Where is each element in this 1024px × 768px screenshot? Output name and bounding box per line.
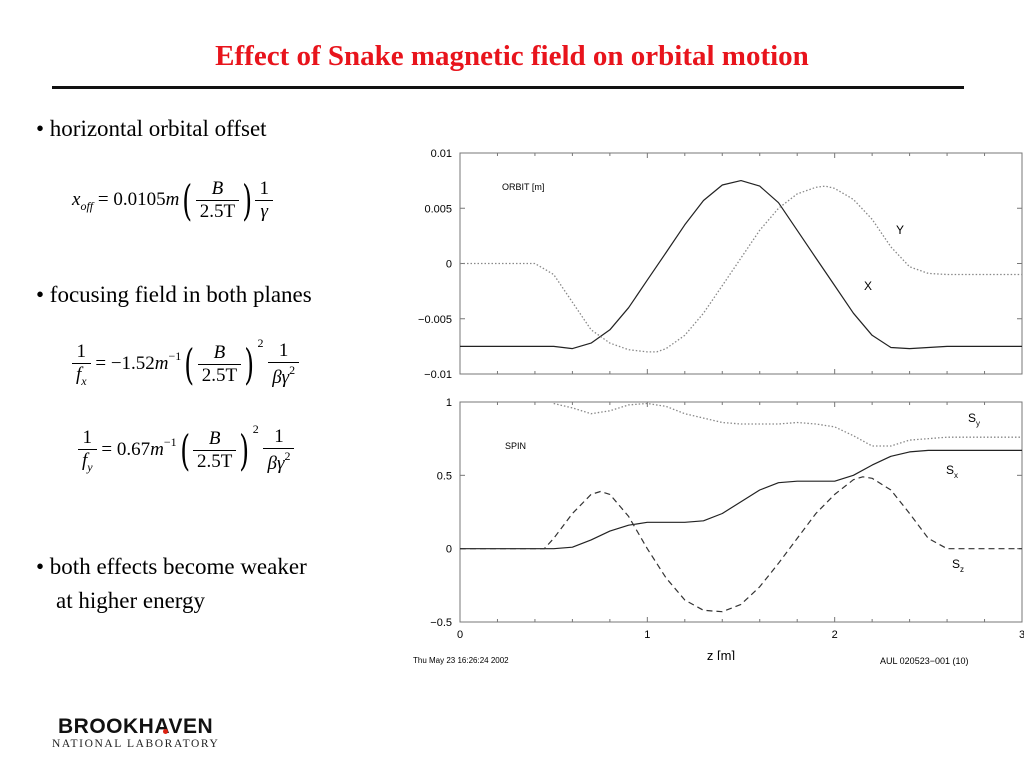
y-tick-label: −0.005 bbox=[418, 314, 452, 326]
tail-den: βγ bbox=[267, 453, 285, 475]
x-tick-label: 1 bbox=[644, 629, 650, 641]
paren-close: ) bbox=[242, 176, 253, 225]
bullet-weaker-effects: • both effects become weaker bbox=[36, 554, 307, 579]
logo-brookhaven: BROOKHAVEN bbox=[58, 715, 214, 738]
y-tick-label: 0.005 bbox=[424, 203, 452, 215]
logo-national-laboratory: NATIONAL LABORATORY bbox=[52, 738, 220, 750]
tail-exp: 2 bbox=[289, 363, 296, 378]
lhs-sub: x bbox=[81, 373, 87, 388]
tail-exp: 2 bbox=[284, 449, 291, 464]
formula-tail-fraction: 1 βγ2 bbox=[268, 340, 300, 389]
unit-exp: −1 bbox=[168, 349, 182, 363]
x-axis-label: z [m] bbox=[707, 648, 735, 660]
plot-id: AUL 020523−001 (10) bbox=[880, 656, 969, 666]
tail-den: βγ bbox=[272, 367, 290, 389]
frac-num: B bbox=[197, 342, 242, 366]
frac-den: 2.5T bbox=[199, 201, 236, 222]
unit-exp: −1 bbox=[163, 435, 177, 449]
x-tick-label: 2 bbox=[832, 629, 838, 641]
frac-den: 2.5T bbox=[201, 365, 238, 387]
frac-num: B bbox=[192, 428, 237, 452]
series-label-sx: Sx bbox=[946, 463, 958, 480]
power: 2 bbox=[257, 336, 264, 350]
series-label-x: X bbox=[864, 279, 872, 293]
y-tick-label: 0.5 bbox=[437, 470, 452, 482]
frac-num: B bbox=[195, 178, 240, 201]
series-line-sz bbox=[460, 476, 1022, 613]
series-label-y: Y bbox=[896, 223, 904, 237]
paren-open: ( bbox=[184, 340, 195, 390]
formula-fy: 1 fy = 0.67m−1(B 2.5T) 2 1 βγ2 bbox=[78, 422, 295, 476]
formula-eq: = 0.0105 bbox=[97, 188, 166, 210]
formula-sub: off bbox=[80, 198, 94, 213]
series-line-sy bbox=[553, 402, 1022, 447]
formula-fraction: B 2.5T bbox=[197, 342, 242, 387]
lhs-den: f bbox=[76, 363, 82, 385]
y-tick-label: 1 bbox=[446, 397, 452, 409]
frac-den: 2.5T bbox=[196, 451, 233, 473]
series-label-sy: Sy bbox=[968, 411, 980, 428]
tail-den: γ bbox=[260, 201, 268, 222]
power: 2 bbox=[252, 422, 259, 436]
slide-title: Effect of Snake magnetic field on orbita… bbox=[215, 40, 809, 72]
panel-label: SPIN bbox=[505, 441, 526, 451]
x-tick-label: 0 bbox=[457, 629, 463, 641]
series-line-y bbox=[460, 185, 1022, 353]
formula-fraction: B 2.5T bbox=[195, 178, 240, 223]
lhs-sub: y bbox=[87, 459, 93, 474]
lhs-fraction: 1 fy bbox=[78, 427, 97, 475]
paren-open: ( bbox=[182, 176, 193, 225]
lhs-fraction: 1 fx bbox=[72, 341, 91, 389]
formula-tail-fraction: 1 βγ2 bbox=[263, 426, 295, 475]
lhs-den: f bbox=[82, 449, 88, 471]
bullet-weaker-effects-cont: at higher energy bbox=[56, 588, 206, 613]
tail-num: 1 bbox=[268, 340, 300, 364]
y-tick-label: 0 bbox=[446, 544, 452, 556]
formula-eq: = −1.52 bbox=[95, 353, 155, 374]
title-divider bbox=[52, 86, 964, 89]
formula-unit: m bbox=[150, 439, 164, 460]
tail-num: 1 bbox=[255, 178, 273, 201]
formula-unit: m bbox=[165, 188, 180, 210]
paren-close: ) bbox=[244, 340, 255, 390]
plot-frame-1 bbox=[459, 401, 1023, 623]
formula-x-offset: xoff = 0.0105m(B 2.5T) 1 γ bbox=[72, 176, 273, 225]
formula-unit: m bbox=[154, 353, 169, 374]
bullet-horizontal-offset: • horizontal orbital offset bbox=[36, 116, 267, 141]
panel-label: ORBIT [m] bbox=[502, 182, 544, 192]
formula-eq: = 0.67 bbox=[101, 439, 151, 460]
lhs-num: 1 bbox=[72, 341, 91, 364]
formula-fx: 1 fx = −1.52m−1(B 2.5T) 2 1 βγ2 bbox=[72, 336, 300, 390]
series-label-sz: Sz bbox=[952, 557, 964, 574]
paren-open: ( bbox=[179, 426, 190, 476]
formula-var: x bbox=[72, 188, 81, 210]
series-line-x bbox=[460, 179, 1022, 350]
y-tick-label: 0 bbox=[446, 259, 452, 271]
y-tick-label: −0.01 bbox=[424, 369, 452, 381]
y-tick-label: 0.01 bbox=[431, 148, 452, 160]
series-line-sx bbox=[460, 449, 1022, 550]
tail-num: 1 bbox=[263, 426, 295, 450]
plot-timestamp: Thu May 23 16:26:24 2002 bbox=[413, 656, 509, 665]
lhs-num: 1 bbox=[78, 427, 97, 450]
formula-fraction: B 2.5T bbox=[192, 428, 237, 473]
logo-dot bbox=[163, 729, 168, 734]
y-tick-label: −0.5 bbox=[430, 617, 452, 629]
paren-close: ) bbox=[239, 426, 250, 476]
orbit-spin-chart: 0.01 0.005 0 −0.005 −0.01 ORBIT [m] X Y 1 0.5 0 −0.… bbox=[418, 148, 1024, 660]
bullet-focusing-field: • focusing field in both planes bbox=[36, 282, 312, 307]
x-tick-label: 3 bbox=[1019, 629, 1024, 641]
